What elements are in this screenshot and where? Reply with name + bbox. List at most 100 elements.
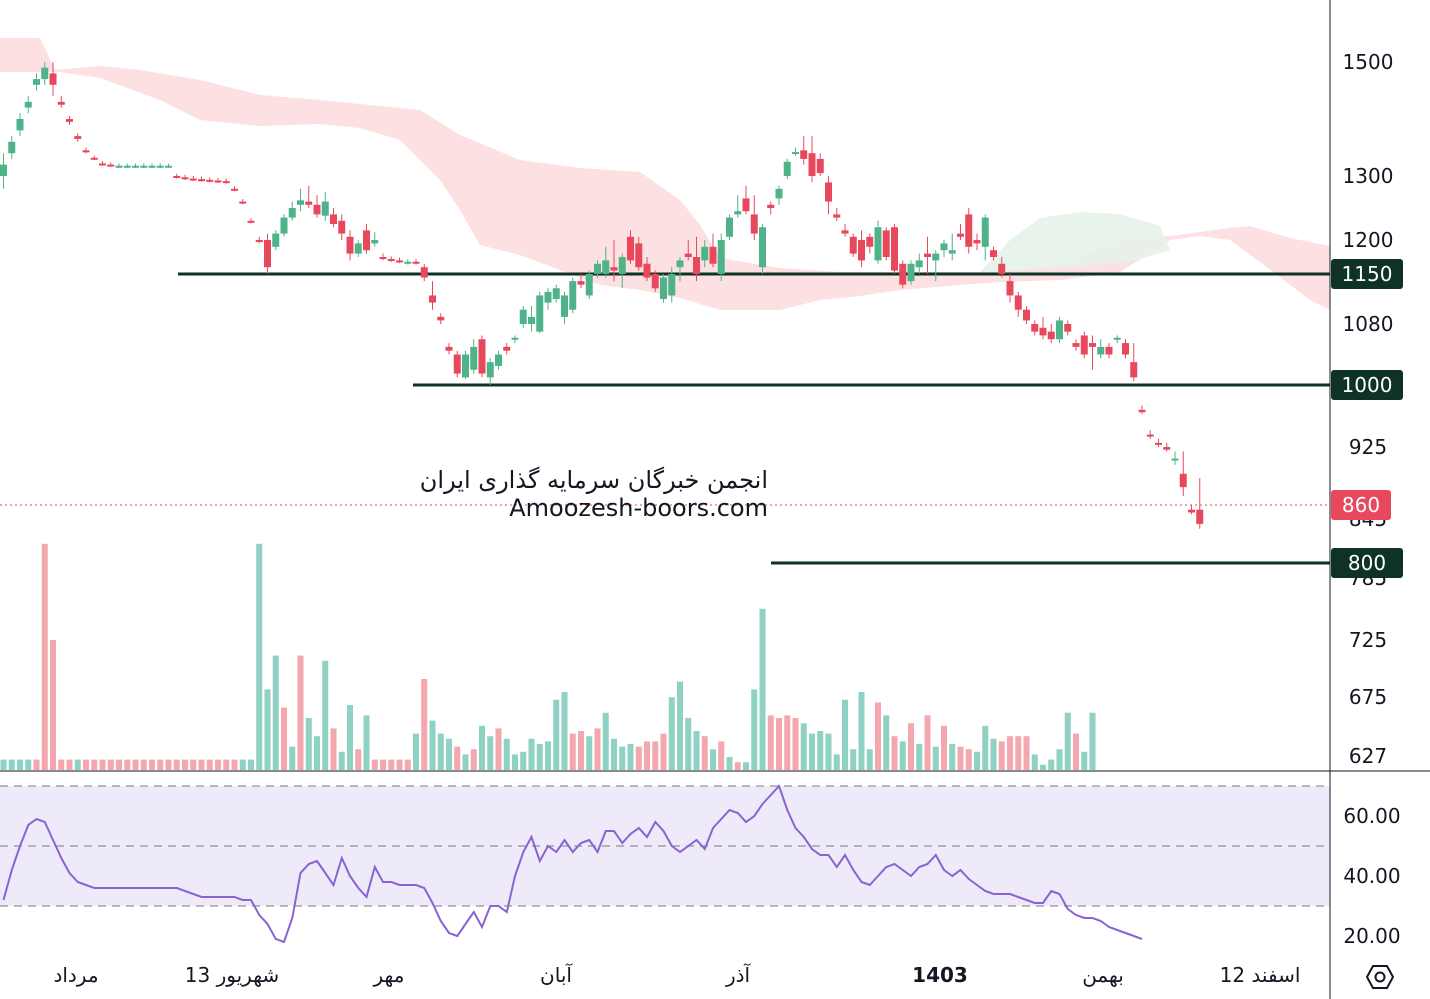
rsi-line [2, 784, 1143, 944]
volume-bar [751, 689, 758, 770]
time-tick-label: 13 شهریور [185, 963, 279, 987]
candle-body [973, 240, 981, 244]
volume-bar [74, 759, 81, 770]
volume-bar [536, 744, 543, 770]
chart-settings-button[interactable] [1360, 958, 1400, 996]
time-tick-label: بهمن [1082, 963, 1124, 987]
volume-bar [512, 754, 518, 770]
volume-bar [239, 759, 246, 770]
candle-body [1056, 320, 1063, 340]
candle-body [429, 295, 436, 303]
volume-bar [132, 759, 139, 770]
candle-body [981, 217, 989, 247]
candle-body [618, 257, 626, 274]
candle-body [899, 263, 907, 285]
volume-bar [528, 738, 535, 770]
volume-bar [215, 759, 221, 770]
time-axis[interactable]: مرداد 13 شهریور مهر آبان آذر 1403 بهمن 12 اسفند [53, 962, 1300, 987]
volume-bar [652, 741, 659, 770]
volume-bar [949, 744, 956, 770]
settings-icon [1365, 965, 1395, 989]
volume-bar [569, 733, 576, 770]
volume-bar [817, 731, 824, 770]
candle-body [577, 281, 585, 285]
candle-body [882, 230, 890, 257]
volume-bar [776, 718, 782, 770]
volume-bar [899, 741, 906, 770]
price-tick-label: 1500 [1343, 50, 1394, 74]
current-price-label: 860 [1342, 493, 1380, 517]
candle-body [222, 181, 230, 184]
candle-body [503, 346, 511, 351]
candle-body [231, 188, 238, 191]
level-badge [1331, 548, 1403, 578]
volume-bar [479, 725, 485, 770]
level-badge [1331, 259, 1403, 289]
volume-bar [149, 759, 155, 770]
level-badge [1331, 370, 1403, 400]
price-axis[interactable]: 1500130012001080925845785725675627115010… [1329, 0, 1403, 999]
candle-body [569, 281, 577, 310]
candle-body [990, 250, 997, 257]
candle-body [420, 267, 428, 278]
candle-body [792, 152, 799, 155]
volume-bar [66, 759, 73, 770]
volume-bar [685, 718, 692, 770]
volume-bar [792, 718, 799, 770]
candle-body [99, 163, 106, 166]
cloud-bearish [0, 38, 1330, 310]
volume-bar [1031, 754, 1038, 770]
volume-bar [809, 733, 815, 770]
candle-body [330, 214, 337, 224]
candle-body [486, 362, 494, 378]
volume-bar [314, 736, 320, 770]
volume-bar [17, 759, 23, 770]
candle-body [0, 164, 7, 176]
time-tick-label: آذر [725, 962, 752, 987]
volume-bar [1089, 712, 1096, 770]
candle-body [1122, 343, 1129, 355]
candle-body [874, 227, 882, 261]
candle-body [717, 240, 725, 274]
volume-bar [50, 640, 56, 770]
volume-bar [866, 749, 873, 770]
price-tick-label: 725 [1349, 628, 1387, 652]
candle-body [907, 263, 915, 282]
volume-bar [429, 720, 436, 770]
volume-bar [413, 733, 419, 770]
candle-body [676, 260, 684, 268]
volume-bar [25, 759, 32, 770]
candle-body [536, 295, 544, 332]
candle-body [313, 204, 321, 215]
candle-body [519, 309, 527, 324]
candle-body [107, 164, 115, 167]
candle-body [90, 157, 98, 160]
volume-bar [140, 759, 147, 770]
volume-bar [330, 728, 337, 770]
volume-bar [437, 733, 444, 770]
watermark-url: Amoozesh-boors.com [509, 494, 768, 522]
candle-body [247, 220, 255, 223]
volume-bar [693, 731, 700, 770]
volume-bar [223, 759, 230, 770]
volume-bar [0, 759, 7, 770]
candle-body [511, 337, 519, 340]
candle-body [1006, 281, 1014, 296]
candle-body [924, 253, 931, 257]
candle-body [1188, 509, 1195, 513]
candle-body [49, 73, 57, 85]
volume-bar [116, 759, 122, 770]
price-tick-label: 925 [1349, 435, 1387, 459]
candle-body [16, 119, 24, 131]
volume-bar [965, 749, 972, 770]
candle-body [1105, 346, 1113, 355]
candle-body [940, 243, 948, 251]
volume-bar [578, 731, 584, 770]
candle-body [998, 263, 1006, 274]
candle-body [1064, 324, 1072, 332]
volume-bar [1007, 736, 1013, 770]
candle-body [181, 177, 189, 180]
candle-body [610, 267, 618, 271]
volume-bar [173, 759, 180, 770]
